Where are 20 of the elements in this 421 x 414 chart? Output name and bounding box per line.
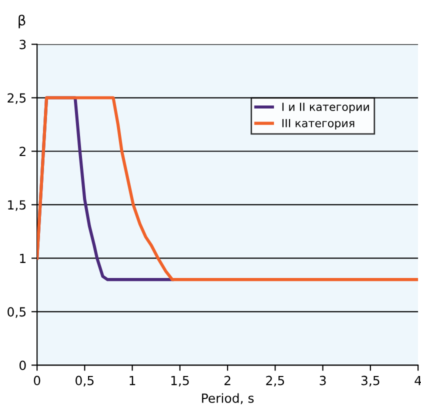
y-tick-label: 3 bbox=[20, 40, 26, 50]
y-tick-label: 2 bbox=[20, 146, 26, 156]
x-tick-label: 3 bbox=[320, 376, 326, 386]
x-tick-label: 0 bbox=[34, 376, 40, 386]
y-tick-label: 0,5 bbox=[8, 307, 26, 318]
legend-label: III категория bbox=[282, 119, 354, 130]
x-tick-label: 1,5 bbox=[171, 376, 189, 387]
x-tick-label: 1 bbox=[130, 376, 136, 386]
x-tick-label: 2,5 bbox=[266, 376, 284, 387]
legend-label: I и II категории bbox=[282, 102, 369, 114]
x-tick-label: 0,5 bbox=[76, 376, 94, 387]
y-tick-label: 1 bbox=[20, 254, 26, 263]
x-axis-title: Period, s bbox=[202, 393, 254, 404]
y-axis-title: β bbox=[18, 14, 26, 28]
x-tick-label: 3,5 bbox=[361, 376, 380, 387]
y-tick-label: 1,5 bbox=[8, 200, 26, 211]
y-tick-label: 2,5 bbox=[8, 93, 26, 104]
x-tick-label: 2 bbox=[224, 376, 230, 386]
y-tick-label: 0 bbox=[20, 360, 26, 370]
x-tick-label: 4 bbox=[414, 376, 421, 386]
